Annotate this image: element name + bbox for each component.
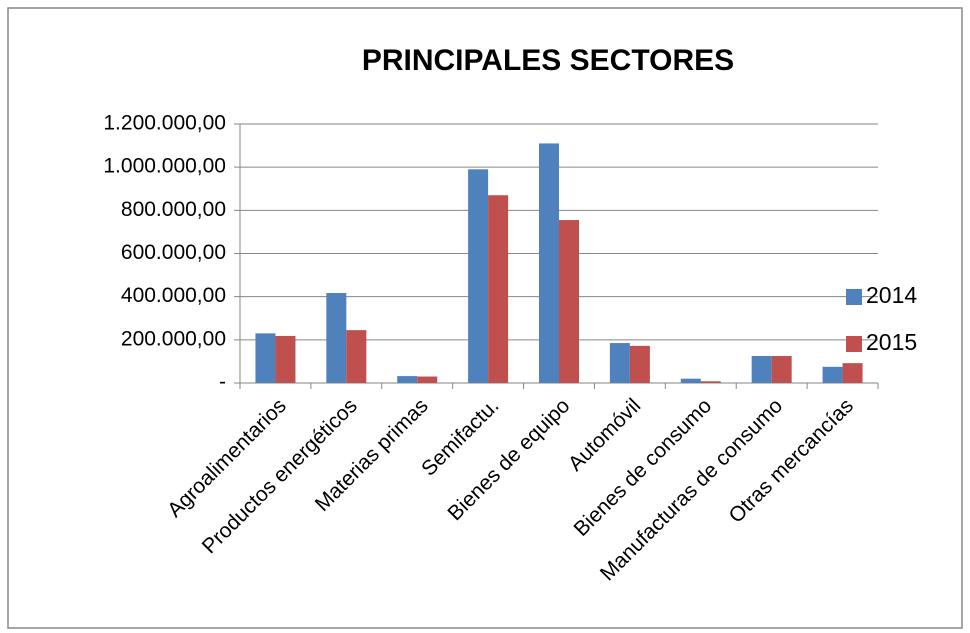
chart-title: PRINCIPALES SECTORES	[362, 44, 734, 77]
legend-label: 2015	[866, 329, 917, 355]
y-tick-label: 800.000,00	[121, 198, 226, 221]
bar	[751, 356, 772, 383]
bar	[255, 333, 276, 383]
y-tick-label: 600.000,00	[121, 241, 226, 264]
bar	[609, 343, 630, 383]
y-tick-label: 400.000,00	[121, 284, 226, 307]
y-tick-label: -	[219, 371, 226, 394]
bar	[629, 345, 650, 383]
bar	[539, 143, 559, 383]
bar	[680, 378, 701, 383]
bar	[700, 381, 721, 383]
legend-swatch	[846, 289, 862, 305]
bar	[842, 363, 863, 383]
bar	[559, 220, 579, 383]
bar	[346, 330, 367, 383]
bar	[326, 292, 347, 383]
y-tick-label: 1.000.000,00	[103, 155, 226, 178]
bar	[397, 376, 418, 383]
bar	[275, 335, 296, 383]
legend-swatch	[846, 336, 862, 352]
bar	[488, 195, 509, 383]
legend-label: 2014	[866, 282, 917, 308]
bar	[468, 169, 489, 383]
y-tick-label: 200.000,00	[121, 327, 226, 350]
y-tick-label: 1.200.000,00	[103, 112, 226, 135]
bar	[822, 366, 843, 383]
bar	[417, 376, 438, 383]
bar	[771, 356, 792, 383]
